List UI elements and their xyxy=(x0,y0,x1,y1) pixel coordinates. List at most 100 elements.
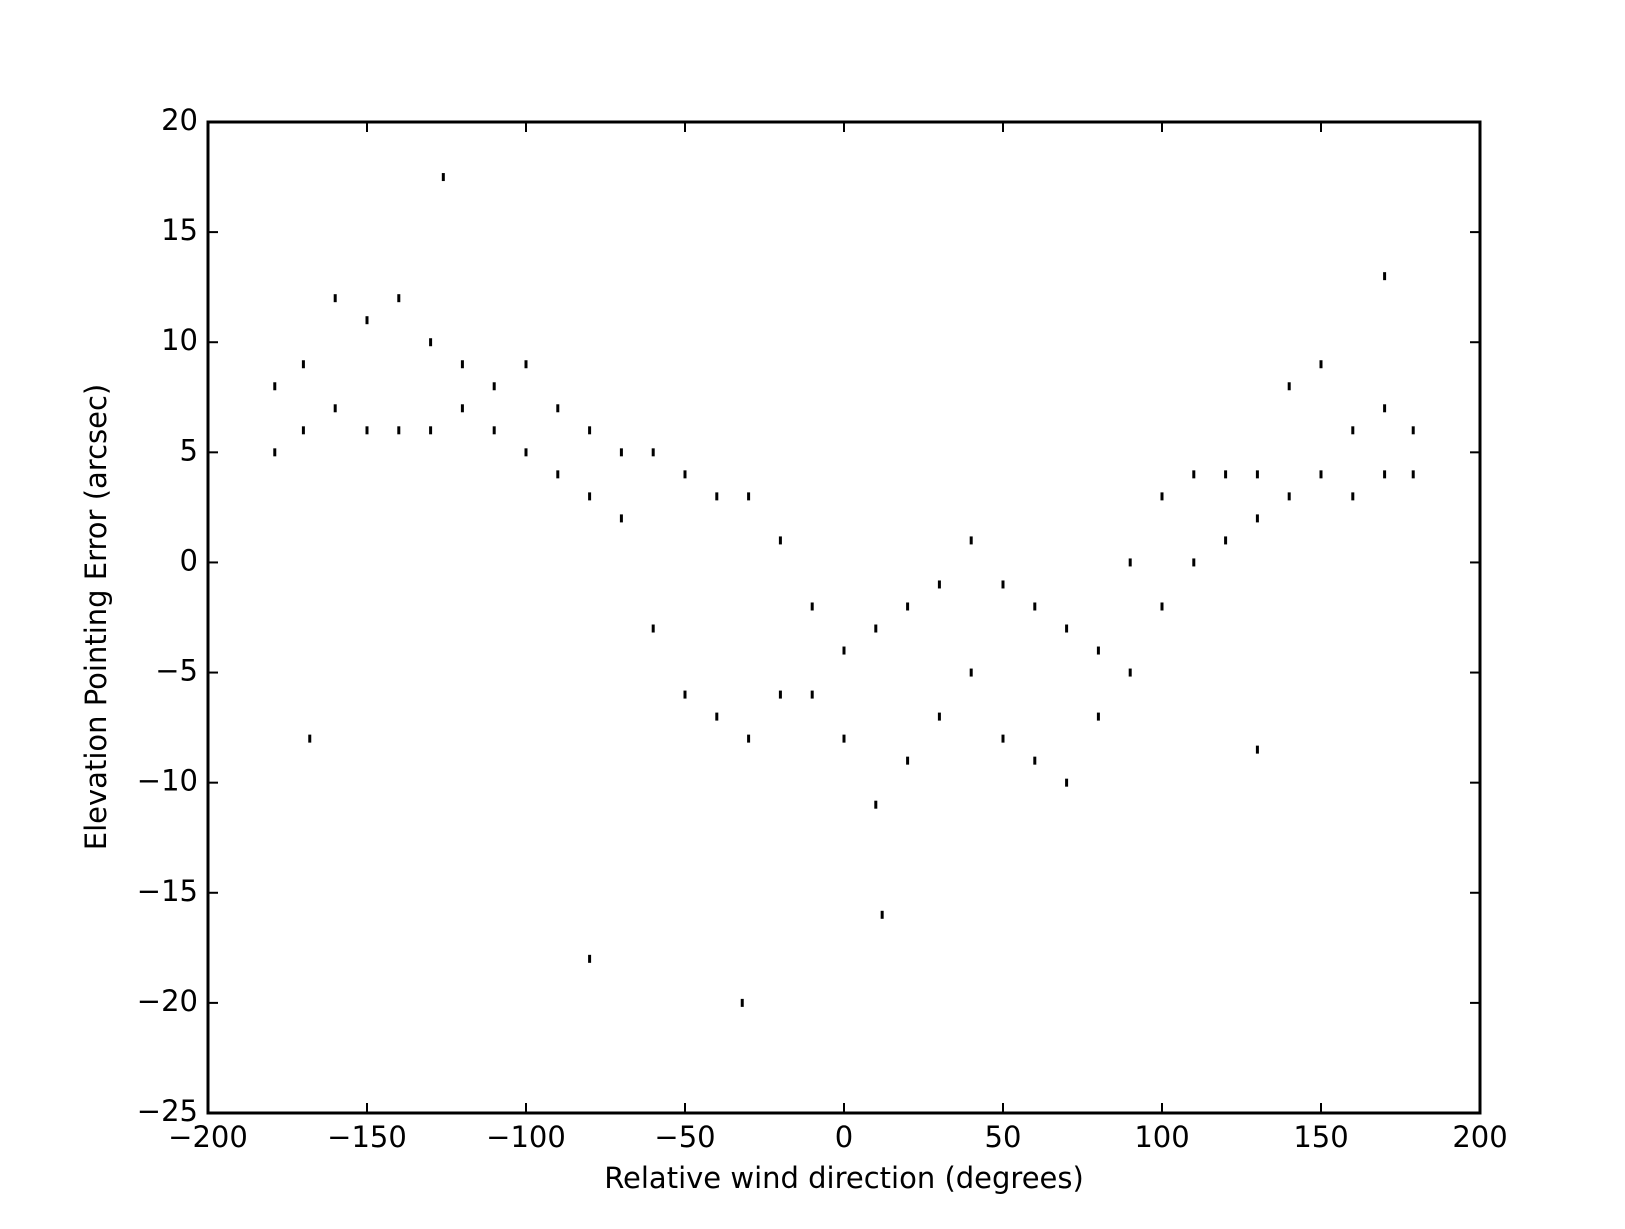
point xyxy=(715,492,719,501)
point xyxy=(1383,404,1387,413)
y-tick-label: −5 xyxy=(155,654,198,688)
point xyxy=(460,360,464,369)
point xyxy=(273,382,277,391)
point xyxy=(1096,712,1100,721)
point xyxy=(1255,745,1259,754)
point xyxy=(365,316,369,325)
point xyxy=(441,173,445,182)
point xyxy=(747,734,751,743)
point xyxy=(1033,602,1037,611)
x-tick-label: −200 xyxy=(168,1120,248,1154)
point xyxy=(880,910,884,919)
y-tick-label: 5 xyxy=(180,433,198,467)
point xyxy=(1096,646,1100,655)
x-tick-label: 50 xyxy=(985,1120,1022,1154)
point xyxy=(460,404,464,413)
point xyxy=(333,294,337,303)
point xyxy=(619,514,623,523)
point xyxy=(969,536,973,545)
point xyxy=(333,404,337,413)
point xyxy=(810,690,814,699)
point xyxy=(1001,734,1005,743)
point xyxy=(651,624,655,633)
y-tick-label: 15 xyxy=(161,213,198,247)
x-tick-label: 200 xyxy=(1452,1120,1507,1154)
point xyxy=(308,734,312,743)
plot-frame xyxy=(206,120,1482,1115)
point xyxy=(492,426,496,435)
point xyxy=(588,426,592,435)
point xyxy=(365,426,369,435)
y-axis-label: Elevation Pointing Error (arcsec) xyxy=(79,384,113,850)
point xyxy=(1160,492,1164,501)
point xyxy=(1351,426,1355,435)
y-tick-label: 0 xyxy=(180,543,198,577)
point xyxy=(1319,360,1323,369)
point xyxy=(556,470,560,479)
point xyxy=(937,712,941,721)
x-tick-label: −150 xyxy=(327,1120,407,1154)
point xyxy=(810,602,814,611)
point xyxy=(556,404,560,413)
point xyxy=(397,426,401,435)
point xyxy=(1128,558,1132,567)
point xyxy=(273,448,277,457)
point xyxy=(1065,778,1069,787)
point xyxy=(588,492,592,501)
point xyxy=(874,624,878,633)
point xyxy=(740,998,744,1007)
point xyxy=(1224,470,1228,479)
point xyxy=(429,338,433,347)
point xyxy=(1001,580,1005,589)
point xyxy=(619,448,623,457)
point xyxy=(1033,756,1037,765)
point xyxy=(1319,470,1323,479)
point xyxy=(842,646,846,655)
point xyxy=(778,536,782,545)
point xyxy=(1411,470,1415,479)
point xyxy=(397,294,401,303)
point xyxy=(683,470,687,479)
point xyxy=(937,580,941,589)
x-tick-label: 100 xyxy=(1134,1120,1189,1154)
point xyxy=(715,712,719,721)
point xyxy=(906,602,910,611)
point xyxy=(1224,536,1228,545)
point xyxy=(1383,470,1387,479)
point xyxy=(301,426,305,435)
point xyxy=(524,448,528,457)
x-tick-label: 150 xyxy=(1293,1120,1348,1154)
x-axis-label: Relative wind direction (degrees) xyxy=(604,1161,1084,1195)
y-tick-label: −10 xyxy=(137,764,198,798)
point xyxy=(1065,624,1069,633)
point xyxy=(492,382,496,391)
y-tick-label: −20 xyxy=(137,984,198,1018)
point xyxy=(683,690,687,699)
point xyxy=(524,360,528,369)
x-tick-label: 0 xyxy=(835,1120,853,1154)
y-tick-label: 10 xyxy=(161,323,198,357)
point xyxy=(1128,668,1132,677)
y-tick-label: 20 xyxy=(161,103,198,137)
x-tick-label: −50 xyxy=(654,1120,715,1154)
point xyxy=(747,492,751,501)
point xyxy=(1255,514,1259,523)
point xyxy=(651,448,655,457)
point xyxy=(842,734,846,743)
point xyxy=(301,360,305,369)
point xyxy=(1255,470,1259,479)
point xyxy=(1192,470,1196,479)
y-tick-label: −15 xyxy=(137,874,198,908)
y-tick-label: −25 xyxy=(137,1094,198,1128)
point xyxy=(588,954,592,963)
point xyxy=(429,426,433,435)
point xyxy=(874,800,878,809)
point xyxy=(969,668,973,677)
point xyxy=(1351,492,1355,501)
point xyxy=(1287,492,1291,501)
point xyxy=(1383,272,1387,281)
x-tick-label: −100 xyxy=(486,1120,566,1154)
point xyxy=(1192,558,1196,567)
point xyxy=(1160,602,1164,611)
